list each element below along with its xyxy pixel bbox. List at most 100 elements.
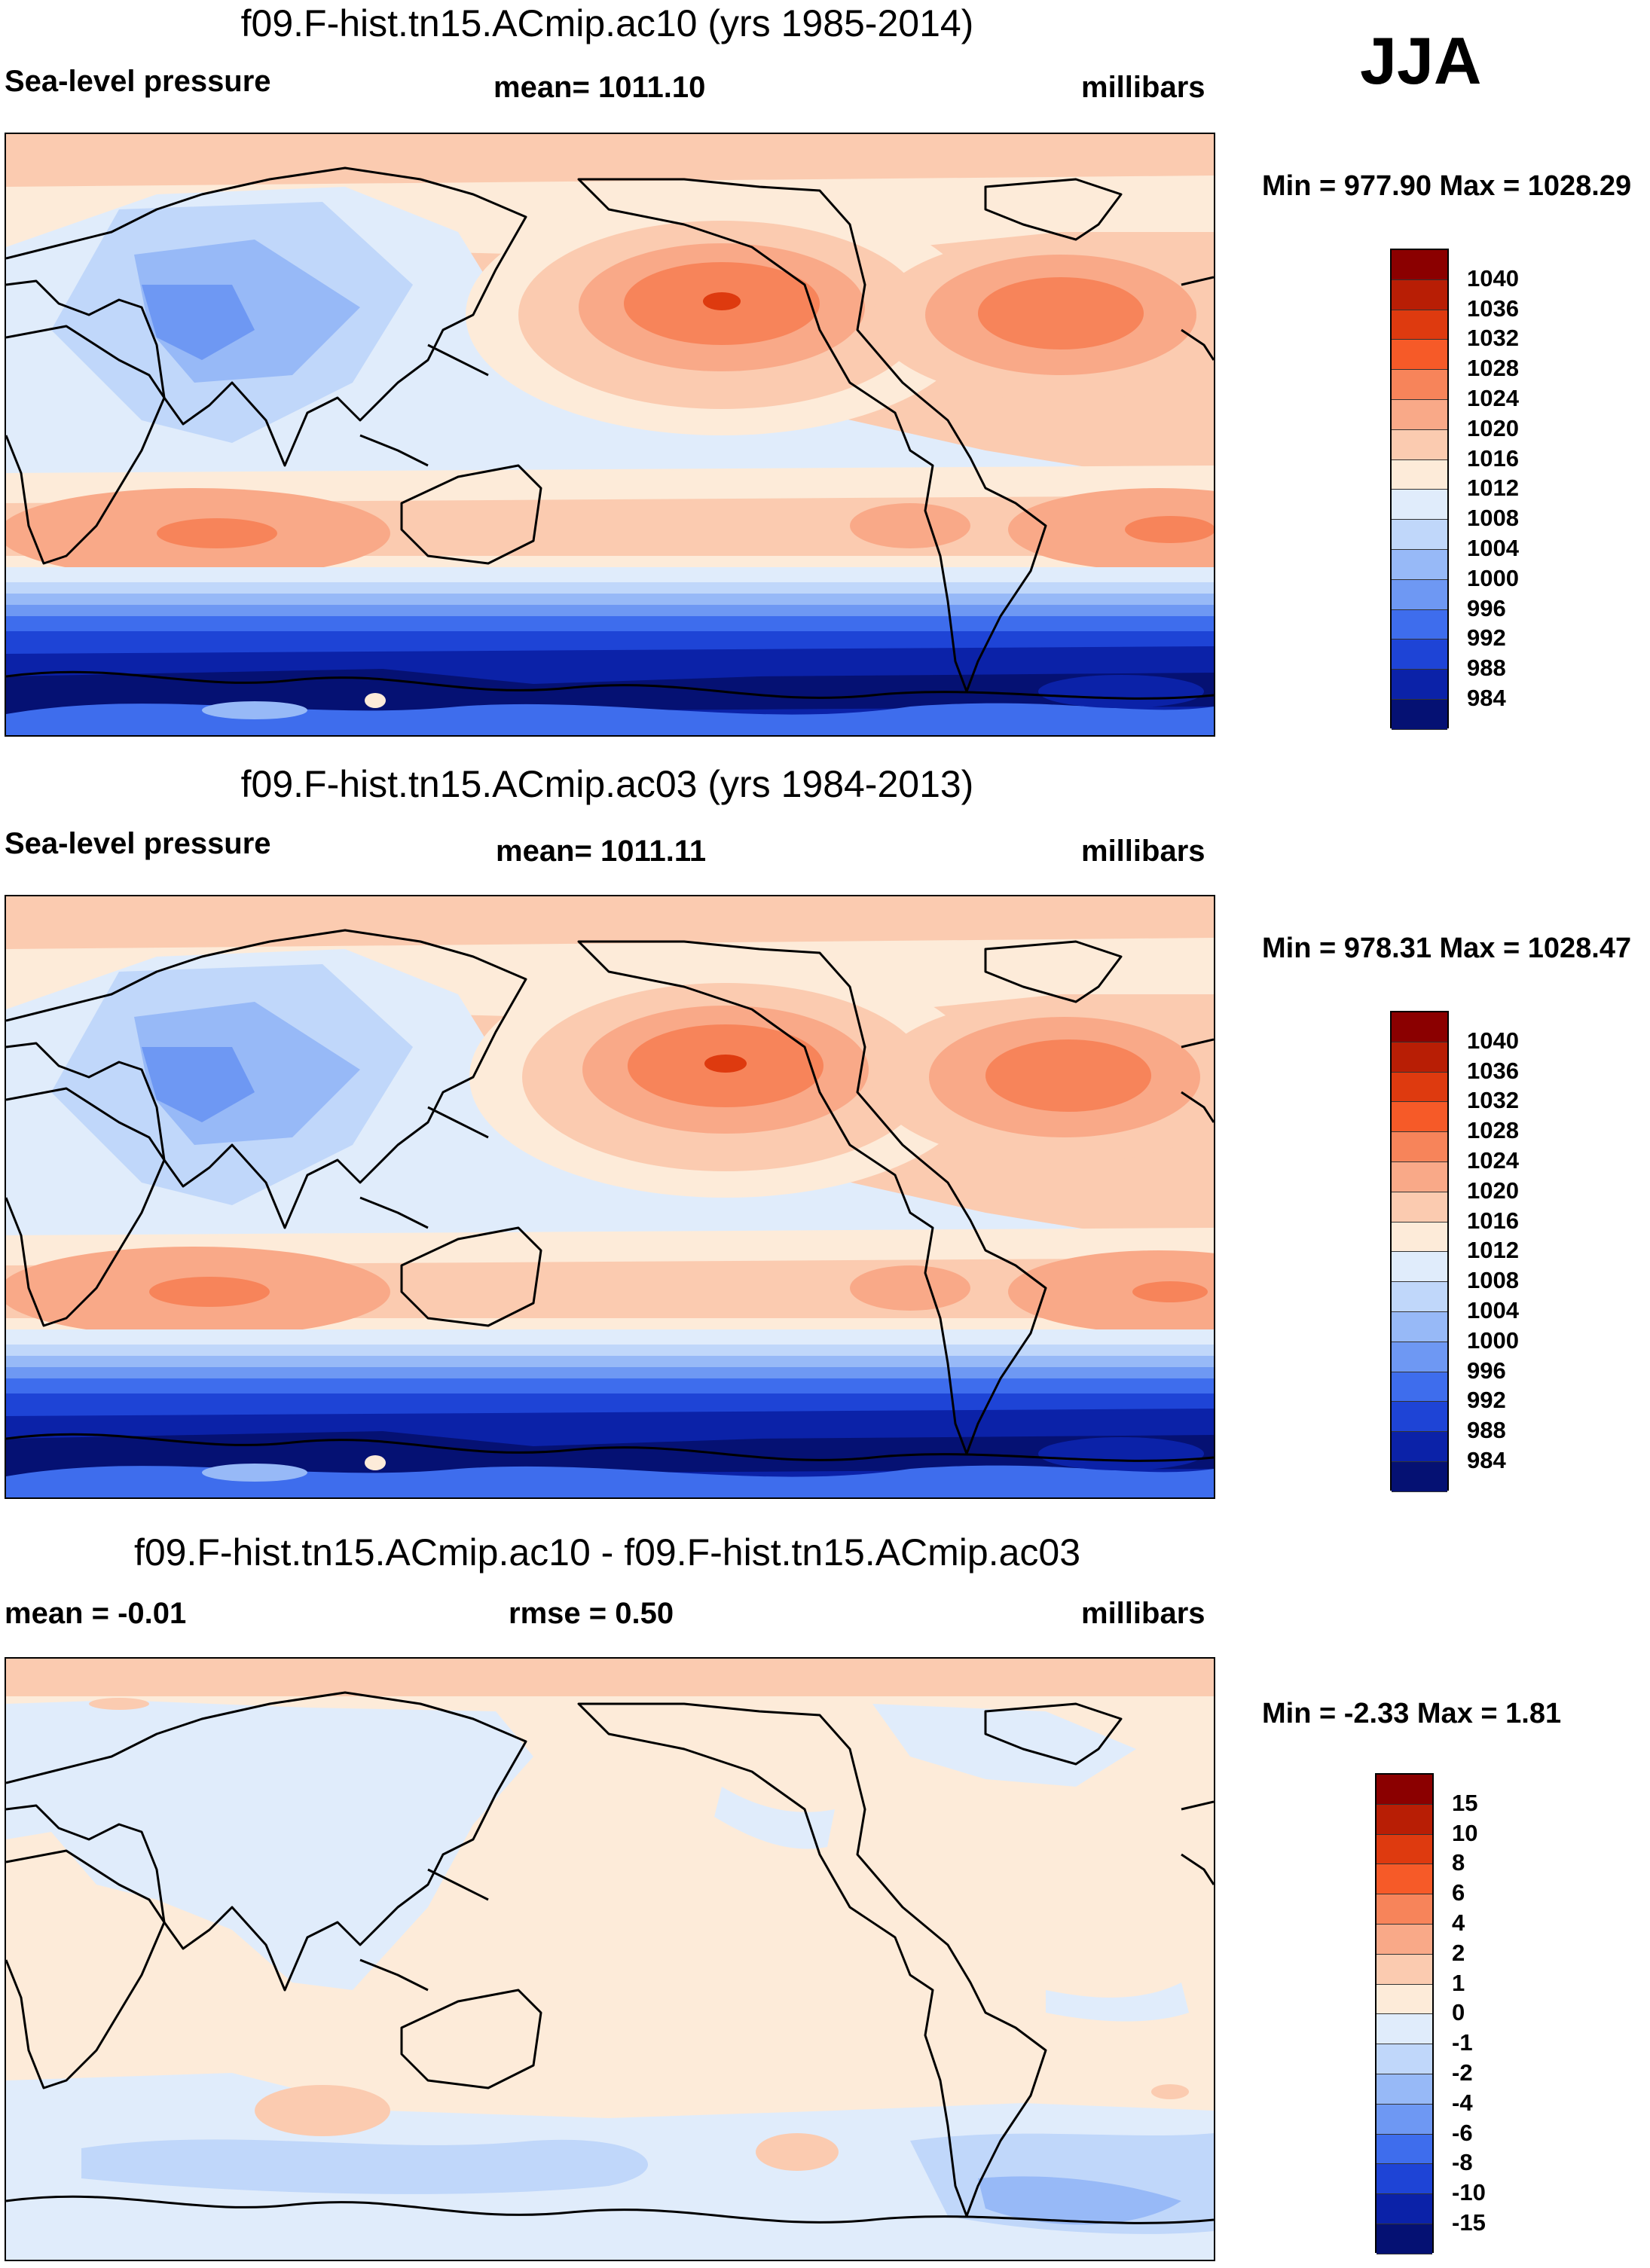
colorbar-label: 996: [1467, 1357, 1506, 1384]
colorbar-swatches: [1375, 1773, 1434, 2253]
panel-2-units-label: millibars: [1081, 835, 1205, 868]
colorbar-swatch: [1392, 1132, 1447, 1162]
panel-1-variable-label: Sea-level pressure: [5, 65, 271, 99]
colorbar-label: 988: [1467, 655, 1506, 682]
colorbar-swatch: [1392, 1042, 1447, 1073]
colorbar-swatch: [1377, 2044, 1432, 2074]
colorbar-label: -8: [1452, 2149, 1473, 2176]
colorbar-label: 1012: [1467, 475, 1519, 502]
panel-2-map: [5, 895, 1215, 1499]
colorbar-label: 1036: [1467, 295, 1519, 322]
colorbar-label: 1008: [1467, 1267, 1519, 1294]
colorbar-swatch: [1377, 1835, 1432, 1865]
colorbar-label: 1016: [1467, 445, 1519, 472]
colorbar-swatch: [1392, 670, 1447, 700]
colorbar-label: 15: [1452, 1790, 1477, 1817]
colorbar-swatch: [1377, 1864, 1432, 1894]
colorbar-swatch: [1392, 1342, 1447, 1372]
colorbar-label: 1040: [1467, 265, 1519, 292]
colorbar-swatch: [1392, 370, 1447, 400]
colorbar-label: 1020: [1467, 1177, 1519, 1204]
colorbar-label: 1004: [1467, 535, 1519, 562]
colorbar-swatch: [1392, 400, 1447, 430]
colorbar-swatch: [1377, 2074, 1432, 2105]
colorbar-label: 1028: [1467, 1117, 1519, 1144]
colorbar-swatch: [1392, 1402, 1447, 1432]
panel-1-title: f09.F-hist.tn15.ACmip.ac10 (yrs 1985-201…: [0, 2, 1215, 45]
colorbar-swatch: [1392, 1252, 1447, 1282]
colorbar-label: 6: [1452, 1879, 1465, 1906]
colorbar-label: 992: [1467, 1387, 1506, 1414]
panel-1-slp-field: [6, 134, 1214, 735]
colorbar-label: 1024: [1467, 385, 1519, 412]
colorbar-swatch: [1392, 1462, 1447, 1492]
colorbar-label: 1016: [1467, 1207, 1519, 1235]
colorbar-swatch: [1392, 340, 1447, 370]
panel-3-map: [5, 1657, 1215, 2261]
colorbar-label: 1000: [1467, 565, 1519, 592]
panel-1-mean-label: mean= 1011.10: [493, 71, 705, 105]
colorbar-swatch: [1392, 550, 1447, 580]
colorbar-label: 1020: [1467, 415, 1519, 442]
colorbar-swatch: [1377, 2105, 1432, 2135]
colorbar-label: 8: [1452, 1849, 1465, 1876]
colorbar-label: 992: [1467, 624, 1506, 652]
panel-3-title: f09.F-hist.tn15.ACmip.ac10 - f09.F-hist.…: [0, 1531, 1215, 1574]
colorbar-swatch: [1377, 1955, 1432, 1985]
colorbar-label: -10: [1452, 2179, 1486, 2206]
colorbar-label: 1012: [1467, 1237, 1519, 1264]
colorbar-label: 988: [1467, 1417, 1506, 1444]
colorbar-swatch: [1392, 1282, 1447, 1312]
colorbar-label: 1008: [1467, 505, 1519, 532]
colorbar-swatch: [1377, 1805, 1432, 1835]
colorbar-swatch: [1377, 1925, 1432, 1955]
colorbar-label: -15: [1452, 2209, 1486, 2236]
panel-3-minmax: Min = -2.33 Max = 1.81: [1262, 1698, 1561, 1730]
panel-3-difference-field: [6, 1659, 1214, 2260]
colorbar-label: -4: [1452, 2089, 1473, 2117]
panel-2-mean-label: mean= 1011.11: [496, 835, 706, 868]
colorbar-label: 1: [1452, 1970, 1465, 1997]
colorbar-swatch: [1392, 580, 1447, 610]
colorbar-label: 1024: [1467, 1147, 1519, 1174]
colorbar-label: 0: [1452, 1999, 1465, 2026]
panel-2-variable-label: Sea-level pressure: [5, 827, 271, 861]
colorbar-swatch: [1392, 490, 1447, 520]
colorbar-swatch: [1392, 1432, 1447, 1462]
colorbar-swatch: [1392, 250, 1447, 280]
colorbar-swatch: [1392, 280, 1447, 310]
colorbar-swatch: [1392, 639, 1447, 670]
colorbar-label: 1032: [1467, 325, 1519, 352]
panel-3-mean-label: mean = -0.01: [5, 1597, 186, 1631]
panel-1-units-label: millibars: [1081, 71, 1205, 105]
colorbar-label: 984: [1467, 1447, 1506, 1474]
colorbar-swatch: [1392, 1312, 1447, 1342]
colorbar-swatch: [1392, 700, 1447, 730]
panel-3-rmse-label: rmse = 0.50: [509, 1597, 674, 1631]
colorbar-label: 2: [1452, 1940, 1465, 1967]
colorbar-swatch: [1377, 1775, 1432, 1805]
colorbar-label: 1040: [1467, 1027, 1519, 1055]
panel-1-minmax: Min = 977.90 Max = 1028.29: [1262, 170, 1631, 203]
panel-2-minmax: Min = 978.31 Max = 1028.47: [1262, 933, 1631, 965]
colorbar-label: -1: [1452, 2029, 1473, 2056]
colorbar-label: 10: [1452, 1820, 1477, 1847]
colorbar-swatch: [1392, 430, 1447, 460]
colorbar-swatches: [1390, 249, 1449, 728]
colorbar-label: -2: [1452, 2059, 1473, 2086]
panel-3-units-label: millibars: [1081, 1597, 1205, 1631]
colorbar-swatches: [1390, 1011, 1449, 1491]
colorbar-swatch: [1377, 2194, 1432, 2224]
colorbar-swatch: [1392, 460, 1447, 490]
colorbar-swatch: [1392, 310, 1447, 340]
colorbar-swatch: [1377, 1894, 1432, 1925]
colorbar-label: 1028: [1467, 355, 1519, 382]
colorbar-label: 1032: [1467, 1087, 1519, 1114]
colorbar-swatch: [1377, 1985, 1432, 2015]
colorbar-swatch: [1392, 520, 1447, 550]
panel-2-title: f09.F-hist.tn15.ACmip.ac03 (yrs 1984-201…: [0, 762, 1215, 806]
colorbar-label: 1036: [1467, 1058, 1519, 1085]
colorbar-label: 4: [1452, 1909, 1465, 1937]
colorbar-swatch: [1392, 1073, 1447, 1103]
colorbar-swatch: [1377, 2164, 1432, 2194]
